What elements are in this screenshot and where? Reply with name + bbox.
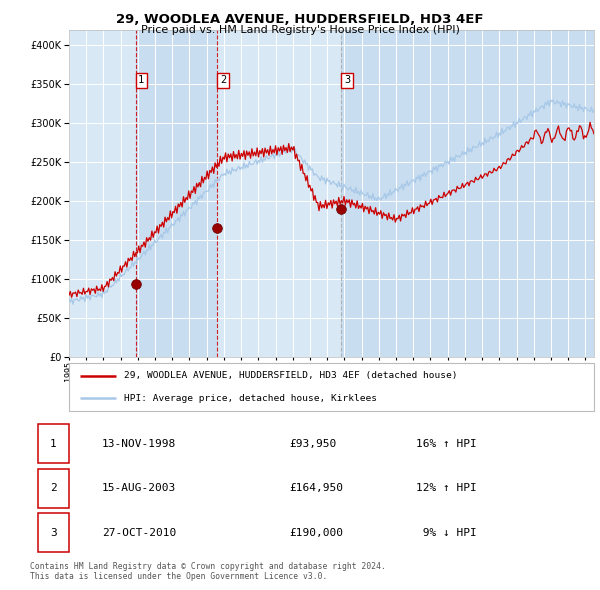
Text: 3: 3: [344, 75, 350, 85]
Text: £190,000: £190,000: [289, 527, 343, 537]
Text: 9% ↓ HPI: 9% ↓ HPI: [416, 527, 477, 537]
Text: Contains HM Land Registry data © Crown copyright and database right 2024.: Contains HM Land Registry data © Crown c…: [30, 562, 386, 571]
FancyBboxPatch shape: [38, 469, 68, 507]
FancyBboxPatch shape: [69, 363, 594, 411]
Text: 12% ↑ HPI: 12% ↑ HPI: [416, 483, 477, 493]
Bar: [217, 30, 341, 357]
Text: 1: 1: [50, 439, 57, 449]
Text: 3: 3: [50, 527, 57, 537]
Text: £164,950: £164,950: [289, 483, 343, 493]
Text: This data is licensed under the Open Government Licence v3.0.: This data is licensed under the Open Gov…: [30, 572, 328, 581]
Text: 29, WOODLEA AVENUE, HUDDERSFIELD, HD3 4EF (detached house): 29, WOODLEA AVENUE, HUDDERSFIELD, HD3 4E…: [124, 372, 458, 381]
Text: 1: 1: [138, 75, 145, 85]
Text: 27-OCT-2010: 27-OCT-2010: [102, 527, 176, 537]
Text: HPI: Average price, detached house, Kirklees: HPI: Average price, detached house, Kirk…: [124, 394, 377, 402]
Text: 2: 2: [220, 75, 226, 85]
Text: 13-NOV-1998: 13-NOV-1998: [102, 439, 176, 449]
Text: 2: 2: [50, 483, 57, 493]
Text: 29, WOODLEA AVENUE, HUDDERSFIELD, HD3 4EF: 29, WOODLEA AVENUE, HUDDERSFIELD, HD3 4E…: [116, 13, 484, 26]
FancyBboxPatch shape: [38, 424, 68, 463]
Text: Price paid vs. HM Land Registry's House Price Index (HPI): Price paid vs. HM Land Registry's House …: [140, 25, 460, 35]
Text: 16% ↑ HPI: 16% ↑ HPI: [416, 439, 477, 449]
Text: 15-AUG-2003: 15-AUG-2003: [102, 483, 176, 493]
Bar: [341, 30, 594, 357]
FancyBboxPatch shape: [38, 513, 68, 552]
Bar: [69, 30, 136, 357]
Text: £93,950: £93,950: [289, 439, 337, 449]
Bar: [136, 30, 217, 357]
